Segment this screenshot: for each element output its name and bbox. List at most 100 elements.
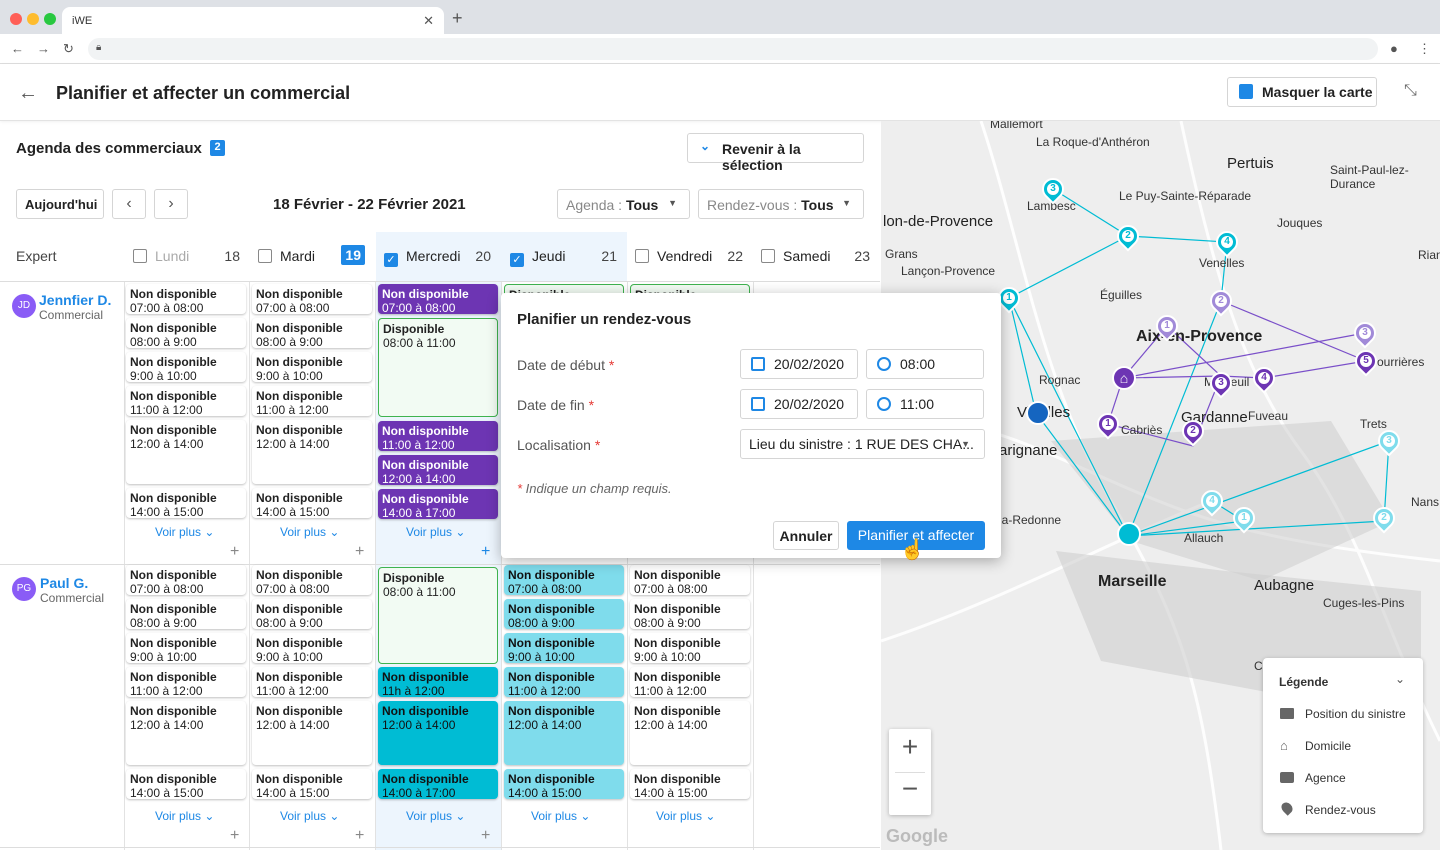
agenda-slot[interactable]: Non disponible 9:00 à 10:00 <box>126 352 246 382</box>
agenda-slot[interactable]: Non disponible 14:00 à 15:00 <box>126 769 246 799</box>
agenda-slot[interactable]: Non disponible 9:00 à 10:00 <box>126 633 246 663</box>
agenda-slot[interactable]: Non disponible 9:00 à 10:00 <box>630 633 750 663</box>
agenda-slot[interactable]: Non disponible 07:00 à 08:00 <box>252 565 372 595</box>
day-checkbox[interactable]: ✓ <box>510 253 524 267</box>
close-window-icon[interactable] <box>10 13 22 25</box>
maximize-window-icon[interactable] <box>44 13 56 25</box>
voir-plus-link[interactable]: Voir plus ⌄ <box>406 809 465 823</box>
day-checkbox[interactable] <box>133 249 147 263</box>
agenda-slot[interactable]: Non disponible 11:00 à 12:00 <box>252 386 372 416</box>
agenda-slot[interactable]: Non disponible 07:00 à 08:00 <box>504 565 624 595</box>
prev-week-button[interactable]: ‹ <box>112 189 146 219</box>
agenda-slot[interactable]: Non disponible 9:00 à 10:00 <box>504 633 624 663</box>
agenda-slot[interactable]: Non disponible 08:00 à 9:00 <box>630 599 750 629</box>
hide-map-button[interactable]: Masquer la carte <box>1227 77 1377 107</box>
forward-nav-icon[interactable]: → <box>37 41 50 56</box>
expert-name[interactable]: Paul G. <box>40 575 89 591</box>
next-week-button[interactable]: › <box>154 189 188 219</box>
agency-marker-icon[interactable] <box>1117 522 1141 546</box>
day-checkbox[interactable] <box>635 249 649 263</box>
add-slot-icon[interactable]: + <box>230 543 240 560</box>
agenda-slot[interactable]: Non disponible 11:00 à 12:00 <box>126 667 246 697</box>
voir-plus-link[interactable]: Voir plus ⌄ <box>155 809 214 823</box>
back-nav-icon[interactable]: ← <box>11 41 24 56</box>
agenda-slot[interactable]: Non disponible 07:00 à 08:00 <box>126 284 246 314</box>
voir-plus-link[interactable]: Voir plus ⌄ <box>406 525 465 539</box>
rdv-filter-select[interactable]: Rendez-vous : Tous ▼ <box>698 189 864 219</box>
agenda-slot[interactable]: Non disponible 12:00 à 14:00 <box>504 701 624 765</box>
agenda-slot[interactable]: Non disponible 12:00 à 14:00 <box>378 701 498 765</box>
plan-and-assign-button[interactable]: Planifier et affecter <box>847 521 985 550</box>
cancel-button[interactable]: Annuler <box>773 521 839 550</box>
home-marker-icon[interactable]: ⌂ <box>1112 366 1136 390</box>
agenda-slot[interactable]: Non disponible 11:00 à 12:00 <box>504 667 624 697</box>
url-input[interactable]: 🔒︎ <box>88 38 1378 60</box>
voir-plus-link[interactable]: Voir plus ⌄ <box>280 525 339 539</box>
agenda-slot[interactable]: Non disponible 14:00 à 17:00 <box>378 489 498 519</box>
add-slot-icon[interactable]: + <box>481 543 491 560</box>
expert-name[interactable]: Jennfier D. <box>39 292 112 308</box>
agenda-slot[interactable]: Disponible 08:00 à 11:00 <box>378 567 498 664</box>
agenda-slot[interactable]: Non disponible 07:00 à 08:00 <box>630 565 750 595</box>
back-arrow-icon[interactable]: ← <box>18 82 38 104</box>
agenda-slot[interactable]: Non disponible 14:00 à 15:00 <box>630 769 750 799</box>
chevron-down-icon[interactable]: ⌄ <box>1395 672 1406 686</box>
voir-plus-link[interactable]: Voir plus ⌄ <box>656 809 715 823</box>
agenda-slot[interactable]: Non disponible 14:00 à 15:00 <box>252 769 372 799</box>
claim-position-marker-icon[interactable] <box>1026 401 1050 425</box>
add-slot-icon[interactable]: + <box>355 543 365 560</box>
back-to-selection-button[interactable]: ⌄ Revenir à la sélection <box>687 133 864 173</box>
agenda-slot[interactable]: Non disponible 08:00 à 9:00 <box>126 599 246 629</box>
agenda-slot[interactable]: Non disponible 07:00 à 08:00 <box>252 284 372 314</box>
agenda-slot[interactable]: Non disponible 11h à 12:00 <box>378 667 498 697</box>
start-date-field[interactable]: 20/02/2020 <box>740 349 858 379</box>
day-checkbox[interactable]: ✓ <box>384 253 398 267</box>
agenda-slot[interactable]: Non disponible 12:00 à 14:00 <box>252 420 372 484</box>
zoom-in-button[interactable]: + <box>901 731 919 762</box>
agenda-slot[interactable]: Non disponible 11:00 à 12:00 <box>252 667 372 697</box>
add-slot-icon[interactable]: + <box>230 827 240 844</box>
agenda-slot[interactable]: Non disponible 07:00 à 08:00 <box>126 565 246 595</box>
close-tab-icon[interactable]: ✕ <box>423 13 434 28</box>
day-checkbox[interactable] <box>258 249 272 263</box>
end-time-field[interactable]: 11:00 <box>866 389 984 419</box>
browser-tab[interactable]: iWE ✕ <box>62 7 444 34</box>
agenda-slot[interactable]: Non disponible 12:00 à 14:00 <box>126 701 246 765</box>
agenda-slot[interactable]: Non disponible 14:00 à 15:00 <box>126 488 246 518</box>
collapse-icon[interactable]: ⤡ <box>1404 82 1417 99</box>
agenda-slot[interactable]: Non disponible 14:00 à 15:00 <box>252 488 372 518</box>
end-date-field[interactable]: 20/02/2020 <box>740 389 858 419</box>
voir-plus-link[interactable]: Voir plus ⌄ <box>155 525 214 539</box>
agenda-slot[interactable]: Non disponible 12:00 à 14:00 <box>630 701 750 765</box>
browser-menu-icon[interactable]: ⋮ <box>1418 41 1431 56</box>
new-tab-icon[interactable]: + <box>452 8 463 28</box>
agenda-slot[interactable]: Non disponible 08:00 à 9:00 <box>126 318 246 348</box>
voir-plus-link[interactable]: Voir plus ⌄ <box>531 809 590 823</box>
today-button[interactable]: Aujourd'hui <box>16 189 104 219</box>
add-slot-icon[interactable]: + <box>481 827 491 844</box>
start-time-field[interactable]: 08:00 <box>866 349 984 379</box>
day-checkbox[interactable] <box>761 249 775 263</box>
reload-icon[interactable]: ↻ <box>63 41 74 56</box>
agenda-slot[interactable]: Non disponible 11:00 à 12:00 <box>126 386 246 416</box>
location-select[interactable]: Lieu du sinistre : 1 RUE DES CHA... ▼ <box>740 429 985 459</box>
agenda-filter-select[interactable]: Agenda : Tous ▼ <box>557 189 690 219</box>
agenda-slot[interactable]: Non disponible 12:00 à 14:00 <box>126 420 246 484</box>
agenda-slot[interactable]: Non disponible 11:00 à 12:00 <box>378 421 498 451</box>
agenda-slot[interactable]: Non disponible 9:00 à 10:00 <box>252 633 372 663</box>
agenda-slot[interactable]: Non disponible 12:00 à 14:00 <box>252 701 372 765</box>
agenda-slot[interactable]: Non disponible 08:00 à 9:00 <box>252 599 372 629</box>
agenda-slot[interactable]: Non disponible 9:00 à 10:00 <box>252 352 372 382</box>
minimize-window-icon[interactable] <box>27 13 39 25</box>
agenda-slot[interactable]: Non disponible 08:00 à 9:00 <box>252 318 372 348</box>
agenda-slot[interactable]: Non disponible 11:00 à 12:00 <box>630 667 750 697</box>
agenda-slot[interactable]: Non disponible 07:00 à 08:00 <box>378 284 498 314</box>
voir-plus-link[interactable]: Voir plus ⌄ <box>280 809 339 823</box>
add-slot-icon[interactable]: + <box>355 827 365 844</box>
agenda-slot[interactable]: Non disponible 14:00 à 15:00 <box>504 769 624 799</box>
agenda-slot[interactable]: Non disponible 12:00 à 14:00 <box>378 455 498 485</box>
zoom-out-button[interactable]: − <box>901 773 919 804</box>
profile-icon[interactable]: ● <box>1390 41 1398 56</box>
agenda-slot[interactable]: Non disponible 14:00 à 17:00 <box>378 769 498 799</box>
agenda-slot[interactable]: Disponible 08:00 à 11:00 <box>378 318 498 417</box>
